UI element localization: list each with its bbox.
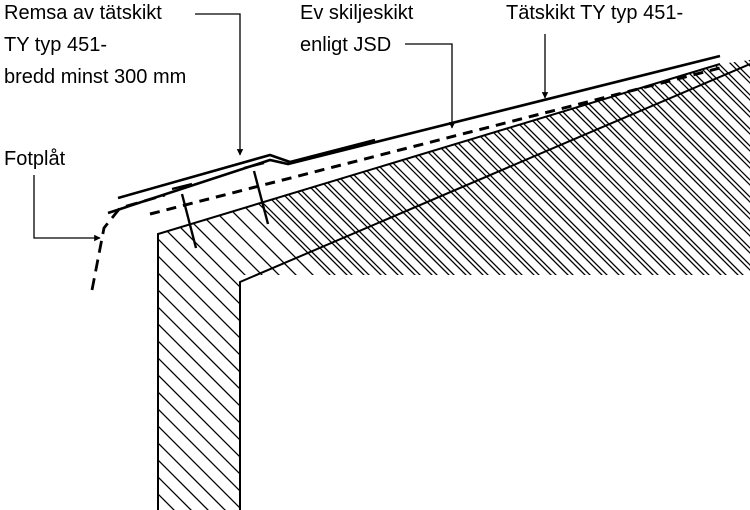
label-fotplat: Fotplåt bbox=[4, 148, 66, 170]
label-skiljeskikt-line1: Ev skiljeskikt bbox=[300, 2, 414, 24]
label-skiljeskikt-line2: enligt JSD bbox=[300, 34, 392, 56]
fastener-screw-right bbox=[243, 161, 270, 225]
label-remsa-line1: Remsa av tätskikt bbox=[4, 2, 162, 24]
fastener-screw-left bbox=[171, 182, 198, 249]
label-remsa-line3: bredd minst 300 mm bbox=[4, 66, 187, 88]
waterproofing-strip-line bbox=[117, 138, 376, 200]
leader-remsa bbox=[195, 13, 244, 156]
foot-plate-line bbox=[90, 193, 166, 291]
structure-outline bbox=[157, 63, 750, 510]
waterproofing-main-line bbox=[107, 54, 721, 215]
label-remsa-line2: TY typ 451- bbox=[4, 34, 108, 56]
label-tatskikt: Tätskikt TY typ 451- bbox=[506, 2, 684, 24]
separation-layer-line bbox=[149, 66, 721, 216]
leader-fotplat bbox=[33, 175, 101, 242]
leader-skiljeskikt bbox=[405, 43, 456, 129]
